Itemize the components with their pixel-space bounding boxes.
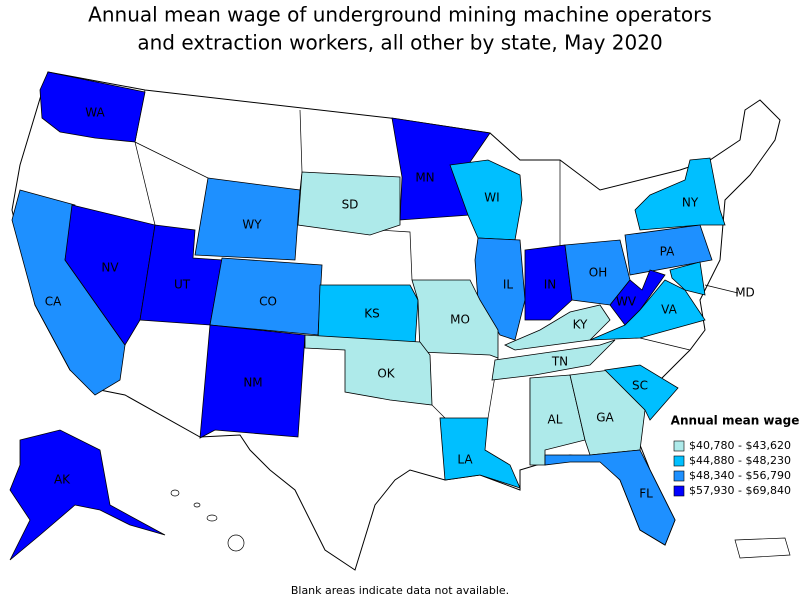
state <box>449 159 523 241</box>
state <box>39 71 146 143</box>
state-label: NM <box>243 376 262 390</box>
state <box>411 279 499 359</box>
state <box>589 279 706 341</box>
state-label: KS <box>364 307 380 321</box>
hawaii <box>170 489 245 552</box>
state <box>544 449 676 546</box>
state-label: KY <box>573 318 588 332</box>
legend-label: $57,930 - $69,840 <box>689 484 791 497</box>
states: WA CA NV UT WY CO NM SD MN WI IL IN OH KY TN AL GA FL SC LA… <box>9 71 755 561</box>
state-label: WA <box>85 106 105 120</box>
puerto-rico <box>734 537 791 559</box>
state-label: LA <box>457 453 473 467</box>
legend-swatch <box>673 455 685 467</box>
state-label: SC <box>632 379 648 393</box>
legend-swatch <box>673 440 685 452</box>
state-label: WV <box>616 295 637 309</box>
state-label: CA <box>45 295 62 309</box>
state <box>491 339 616 381</box>
state <box>604 364 679 421</box>
state-label: NY <box>682 196 699 210</box>
state <box>669 261 706 296</box>
state-label: CO <box>259 295 277 309</box>
state <box>297 171 401 236</box>
state-label: OK <box>377 367 395 381</box>
state-label: AL <box>548 413 563 427</box>
state-label: OH <box>589 266 607 280</box>
state-label: WI <box>484 191 499 205</box>
md-leader <box>704 284 739 294</box>
legend-label: $44,880 - $48,230 <box>689 454 791 467</box>
state-label: UT <box>174 278 191 292</box>
state <box>317 284 419 346</box>
state <box>624 224 713 276</box>
state <box>439 417 521 489</box>
title-line: Annual mean wage of underground mining m… <box>88 3 712 27</box>
state-label: MD <box>735 286 755 300</box>
state <box>634 157 726 231</box>
state <box>199 324 306 439</box>
legend-swatch <box>673 485 685 497</box>
footnote: Blank areas indicate data not available. <box>291 584 509 597</box>
state-label: NV <box>101 261 119 275</box>
state <box>9 429 166 561</box>
title-line: and extraction workers, all other by sta… <box>137 31 662 55</box>
state-label: MO <box>450 313 470 327</box>
state-label: IN <box>544 278 557 292</box>
state-label: IL <box>503 278 514 292</box>
state <box>194 177 301 261</box>
state-label: MN <box>415 171 434 185</box>
state-label: GA <box>596 411 614 425</box>
state-label: VA <box>661 303 677 317</box>
state <box>504 304 611 351</box>
legend-swatch <box>673 470 685 482</box>
state-label: WY <box>242 218 262 232</box>
state <box>64 204 156 346</box>
state-label: FL <box>639 487 653 501</box>
state-label: TN <box>551 355 568 369</box>
state <box>304 334 433 406</box>
legend-label: $40,780 - $43,620 <box>689 439 791 452</box>
legend: $40,780 - $43,620 $44,880 - $48,230 $48,34… <box>673 439 791 497</box>
state-label: PA <box>660 245 675 259</box>
state-label: AK <box>54 473 71 487</box>
legend-label: $48,340 - $56,790 <box>689 469 791 482</box>
legend-title: Annual mean wage <box>671 414 800 428</box>
state <box>524 244 573 321</box>
state-label: SD <box>342 198 359 212</box>
